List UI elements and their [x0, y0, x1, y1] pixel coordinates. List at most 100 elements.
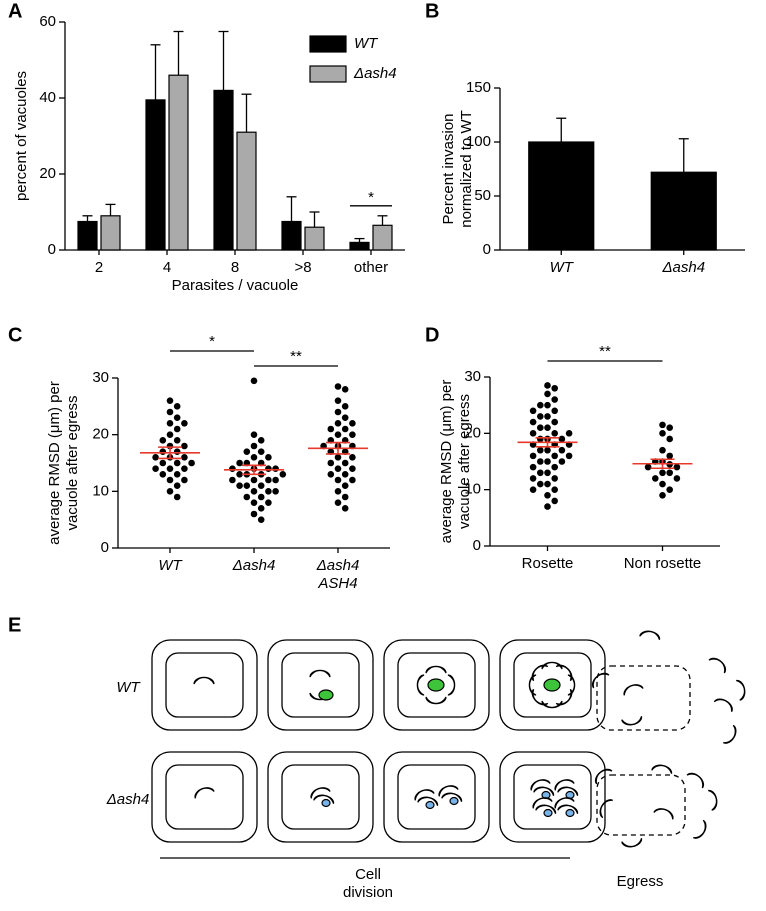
- dot: [265, 476, 272, 484]
- dot: [166, 476, 174, 484]
- parasite: [651, 764, 673, 774]
- bar: [650, 171, 717, 251]
- dot: [181, 476, 188, 484]
- dot: [173, 448, 181, 455]
- dot: [166, 408, 174, 416]
- parasite: [193, 676, 215, 685]
- dot: [257, 448, 265, 455]
- dot: [173, 414, 181, 421]
- dot: [341, 493, 349, 501]
- parasite: [722, 724, 737, 744]
- x-axis-label: Parasites / vacuole: [172, 277, 299, 294]
- dot: [551, 396, 558, 403]
- y-axis-label: Percent invasionnormalized to WT: [440, 110, 475, 228]
- dot: [544, 503, 551, 510]
- residual-body: [427, 678, 445, 692]
- dot: [166, 488, 174, 495]
- dot: [659, 421, 666, 429]
- bar: [213, 89, 234, 251]
- dot: [551, 407, 558, 415]
- text-line: average RMSD (μm) per: [438, 380, 455, 544]
- parasite: [530, 779, 551, 791]
- dot: [236, 482, 243, 489]
- parasite: [639, 630, 661, 640]
- dot: [250, 454, 258, 461]
- dot: [229, 465, 236, 472]
- dot: [544, 492, 551, 499]
- parasite: [686, 772, 705, 789]
- dot: [529, 418, 537, 426]
- dot: [173, 437, 181, 444]
- text-line: ASH4: [317, 575, 357, 592]
- text-line: Cell: [355, 866, 381, 883]
- text-line: vacuole after egress: [456, 394, 473, 529]
- dot: [529, 463, 537, 471]
- dot: [229, 476, 236, 484]
- dot: [544, 401, 551, 409]
- y-axis-label: average RMSD (μm) pervacuole after egres…: [46, 381, 81, 545]
- dot: [673, 463, 681, 471]
- dot: [166, 465, 174, 472]
- dot: [159, 437, 167, 444]
- dot: [341, 505, 349, 512]
- vacuole: [165, 764, 244, 830]
- dot: [272, 488, 279, 495]
- dot: [551, 463, 558, 471]
- vacuole: [397, 652, 476, 718]
- dot: [334, 488, 342, 495]
- dot: [666, 486, 673, 493]
- dot: [544, 480, 551, 488]
- y-tick-label: 60: [39, 13, 56, 30]
- y-tick-label: 30: [92, 369, 109, 386]
- text-line: normalized to WT: [458, 110, 475, 228]
- dot: [537, 458, 544, 465]
- parasite: [557, 786, 579, 796]
- dot: [265, 465, 272, 472]
- dot: [529, 486, 537, 493]
- vacuole: [281, 764, 360, 830]
- x-tick-label: Rosette: [522, 555, 574, 572]
- parasite: [532, 797, 553, 809]
- dot: [250, 476, 258, 484]
- stage-caption: Cell division: [343, 866, 393, 901]
- dot: [173, 493, 181, 501]
- host-cell: [383, 751, 490, 843]
- dot: [334, 431, 342, 438]
- dot: [551, 486, 558, 493]
- host-cell: [267, 751, 374, 843]
- dot: [341, 471, 349, 478]
- dot: [659, 469, 666, 477]
- host-cell: [151, 639, 258, 731]
- parasite: [623, 684, 644, 696]
- vacuole: [165, 652, 244, 718]
- dot: [666, 435, 673, 443]
- legend-label: Δash4: [353, 65, 397, 82]
- dot: [558, 458, 566, 465]
- parasite: [599, 799, 614, 819]
- dot: [341, 425, 349, 433]
- dot: [265, 454, 272, 461]
- y-tick-label: 50: [474, 187, 491, 204]
- dot: [349, 454, 356, 461]
- parasite: [653, 808, 674, 820]
- dot: [659, 430, 666, 437]
- y-tick-label: 100: [466, 133, 491, 150]
- panel-label: E: [8, 614, 21, 636]
- significance-label: **: [599, 343, 611, 360]
- dot: [257, 437, 265, 444]
- dot: [544, 469, 551, 477]
- y-axis-label: percent of vacuoles: [13, 71, 30, 201]
- vacuole: [513, 652, 592, 718]
- parasite: [535, 804, 557, 814]
- dot: [173, 403, 181, 410]
- dot: [349, 465, 356, 472]
- panel-label: A: [8, 0, 22, 22]
- dot: [173, 425, 181, 433]
- y-tick-label: 20: [39, 165, 56, 182]
- parasite: [541, 700, 563, 709]
- y-tick-label: 30: [464, 368, 481, 385]
- dot: [537, 413, 544, 420]
- panel-label: D: [425, 324, 439, 346]
- parasite: [621, 716, 643, 726]
- dot: [537, 480, 544, 488]
